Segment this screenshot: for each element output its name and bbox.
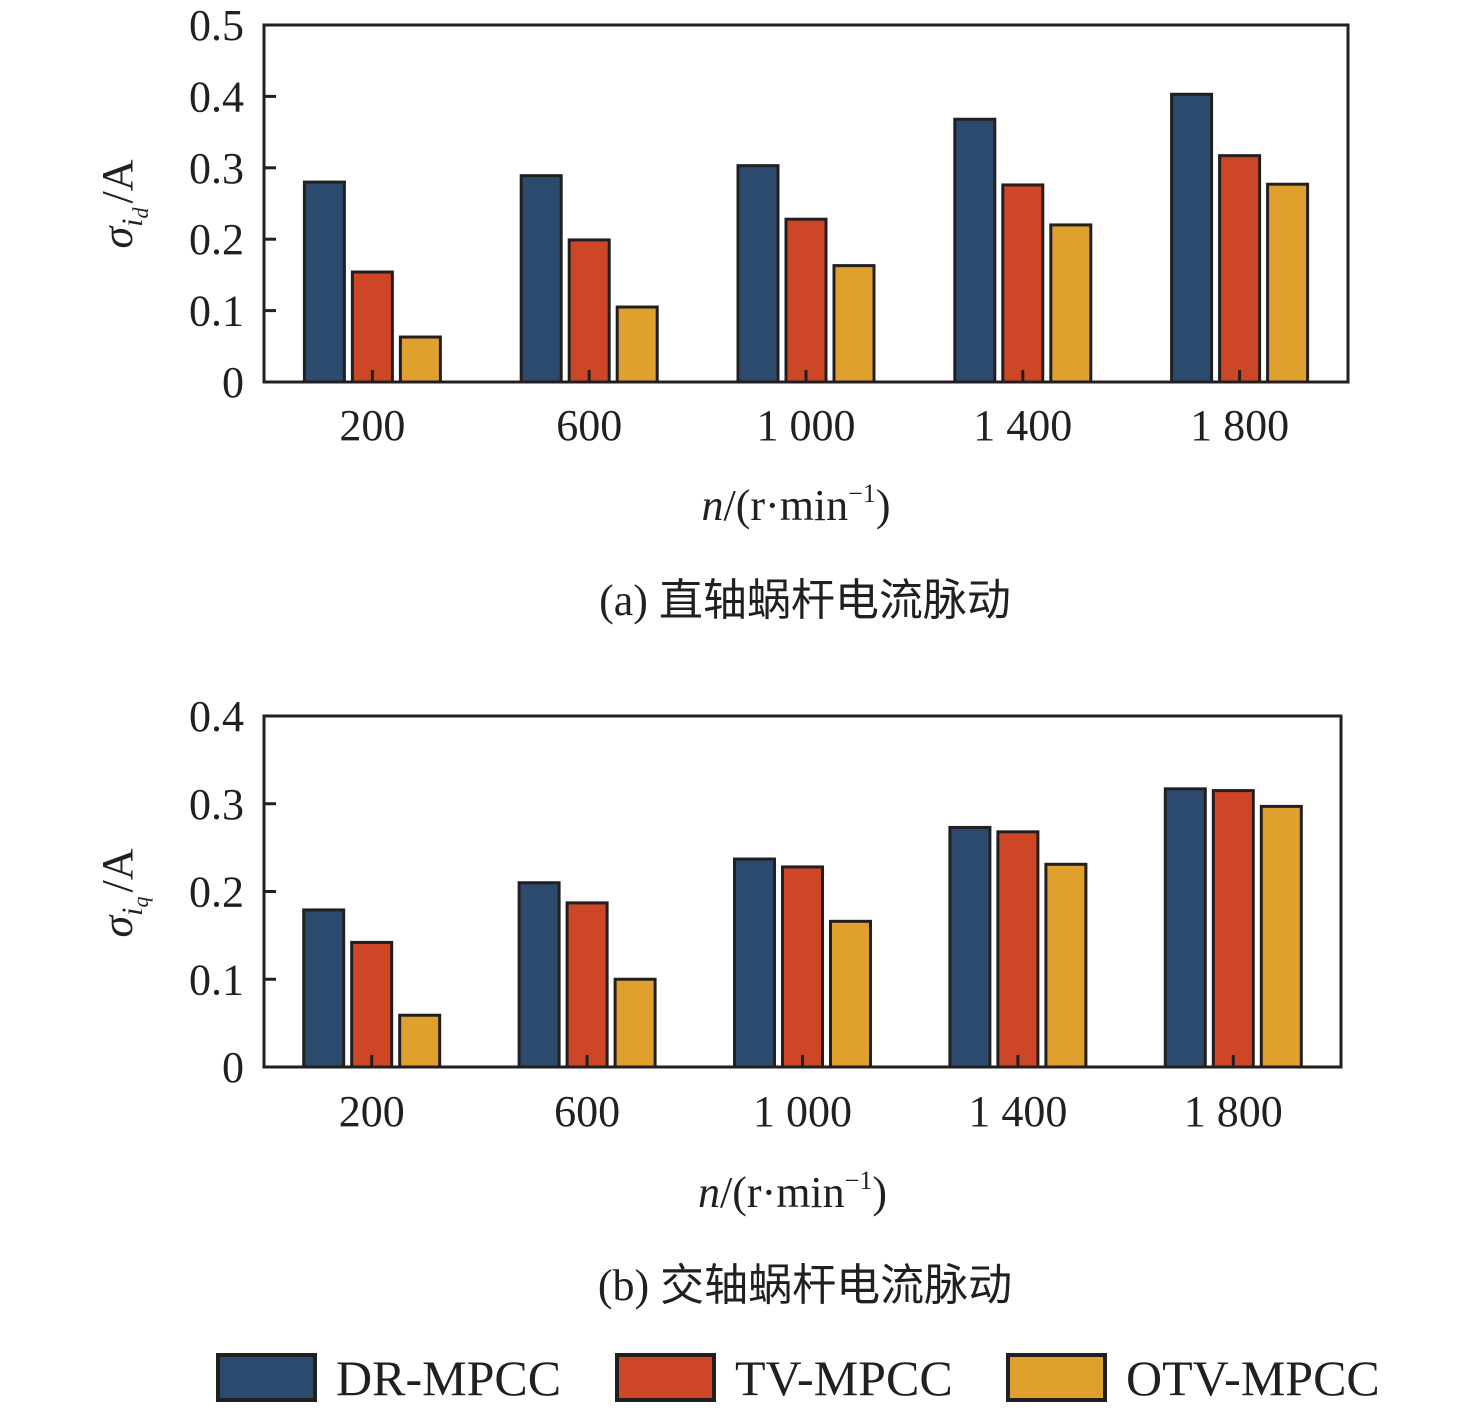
bar-tv-mpcc-200	[350, 940, 394, 1069]
x-tick-label: 1 800	[1184, 1087, 1283, 1136]
bar-otv-mpcc-600	[615, 305, 659, 384]
chart-caption: (b) 交轴蜗杆电流脉动	[598, 1261, 1012, 1310]
x-tick-label: 1 000	[757, 401, 856, 450]
y-tick-label: 0.2	[189, 868, 244, 917]
legend-swatch-dr-mpcc	[216, 1353, 317, 1402]
x-tick-label: 1 400	[968, 1087, 1067, 1136]
y-label-sigma: σ	[93, 225, 142, 249]
x-axis-label: n/(r·min−1)	[698, 1166, 887, 1217]
legend-swatch-tv-mpcc	[615, 1353, 716, 1402]
y-tick-label: 0.4	[189, 72, 244, 121]
x-tick-label: 1 000	[753, 1087, 852, 1136]
bar-dr-mpcc-1400	[948, 825, 992, 1069]
bar-otv-mpcc-1400	[1044, 862, 1088, 1069]
bar-dr-mpcc-1800	[1163, 787, 1207, 1069]
bar-tv-mpcc-1800	[1211, 789, 1255, 1069]
x-label-close: )	[872, 1168, 887, 1217]
bar-otv-mpcc-1800	[1259, 804, 1303, 1069]
bar-otv-mpcc-1000	[832, 264, 876, 384]
x-label-var: n	[702, 481, 724, 530]
x-tick-label: 1 400	[973, 401, 1072, 450]
x-label-sup: −1	[848, 479, 876, 508]
y-tick-label: 0.4	[189, 692, 244, 741]
y-tick-label: 0.3	[189, 780, 244, 829]
x-label-sup: −1	[845, 1166, 873, 1195]
x-label-unit: /(r·min	[720, 1168, 845, 1217]
bar-dr-mpcc-600	[517, 881, 561, 1069]
bar-otv-mpcc-200	[398, 335, 442, 384]
x-tick-label: 200	[339, 401, 405, 450]
bar-otv-mpcc-1000	[829, 919, 872, 1069]
x-label-close: )	[876, 481, 891, 530]
bar-dr-mpcc-1400	[953, 117, 997, 384]
bar-dr-mpcc-1000	[733, 857, 776, 1069]
x-tick-label: 600	[556, 401, 622, 450]
y-tick-label: 0.1	[189, 287, 244, 336]
bar-dr-mpcc-1800	[1170, 92, 1214, 384]
x-tick-label: 1 800	[1190, 401, 1289, 450]
chart-a: 0 0.1 0.2 0.3 0.4 0.5 200 600 1 000 1 400 1 800 σid…	[93, 1, 1350, 625]
y-label-sub: i	[116, 907, 149, 915]
y-label-subsub: q	[128, 896, 153, 907]
bar-tv-mpcc-1400	[996, 830, 1040, 1069]
y-tick-label: 0.2	[189, 215, 244, 264]
chart-b: 0 0.1 0.2 0.3 0.4 200 600 1 000 1 400 1 800 σiq/A n…	[93, 692, 1343, 1310]
chart-caption: (a) 直轴蜗杆电流脉动	[599, 576, 1011, 625]
bar-dr-mpcc-200	[302, 180, 346, 384]
y-label-sigma: σ	[93, 914, 142, 938]
legend: DR-MPCC TV-MPCC OTV-MPCC	[216, 1350, 1380, 1406]
y-label-unit: /A	[93, 848, 142, 892]
legend-label-dr-mpcc: DR-MPCC	[336, 1350, 561, 1406]
legend-label-otv-mpcc: OTV-MPCC	[1126, 1350, 1380, 1406]
bar-tv-mpcc-600	[565, 901, 609, 1069]
bar-tv-mpcc-200	[350, 270, 394, 384]
y-axis-label: σiq/A	[93, 848, 153, 937]
bar-dr-mpcc-1000	[736, 164, 780, 384]
x-tick-label: 600	[554, 1087, 620, 1136]
y-tick-label: 0	[222, 1043, 244, 1092]
x-axis-label: n/(r·min−1)	[702, 479, 891, 530]
bar-tv-mpcc-600	[567, 238, 611, 384]
y-label-unit: /A	[93, 159, 142, 203]
bar-dr-mpcc-600	[519, 174, 563, 384]
bar-tv-mpcc-1000	[784, 217, 828, 384]
x-tick-label: 200	[339, 1087, 405, 1136]
legend-label-tv-mpcc: TV-MPCC	[735, 1350, 953, 1406]
bar-otv-mpcc-1800	[1266, 182, 1310, 384]
x-label-unit: /(r·min	[724, 481, 849, 530]
x-label-var: n	[698, 1168, 720, 1217]
y-tick-label: 0.5	[189, 1, 244, 50]
bar-otv-mpcc-200	[398, 1013, 442, 1069]
bar-dr-mpcc-200	[302, 908, 346, 1069]
legend-swatch-otv-mpcc	[1006, 1353, 1107, 1402]
y-label-sub: i	[116, 218, 149, 226]
bar-tv-mpcc-1400	[1001, 183, 1045, 384]
bar-otv-mpcc-1400	[1049, 223, 1093, 384]
y-tick-label: 0.1	[189, 955, 244, 1004]
y-tick-label: 0	[222, 358, 244, 407]
y-axis-label: σid/A	[93, 159, 153, 248]
y-tick-label: 0.3	[189, 144, 244, 193]
bar-tv-mpcc-1000	[781, 865, 824, 1069]
bar-otv-mpcc-600	[613, 977, 657, 1069]
bar-tv-mpcc-1800	[1218, 154, 1262, 384]
y-label-subsub: d	[128, 206, 153, 218]
